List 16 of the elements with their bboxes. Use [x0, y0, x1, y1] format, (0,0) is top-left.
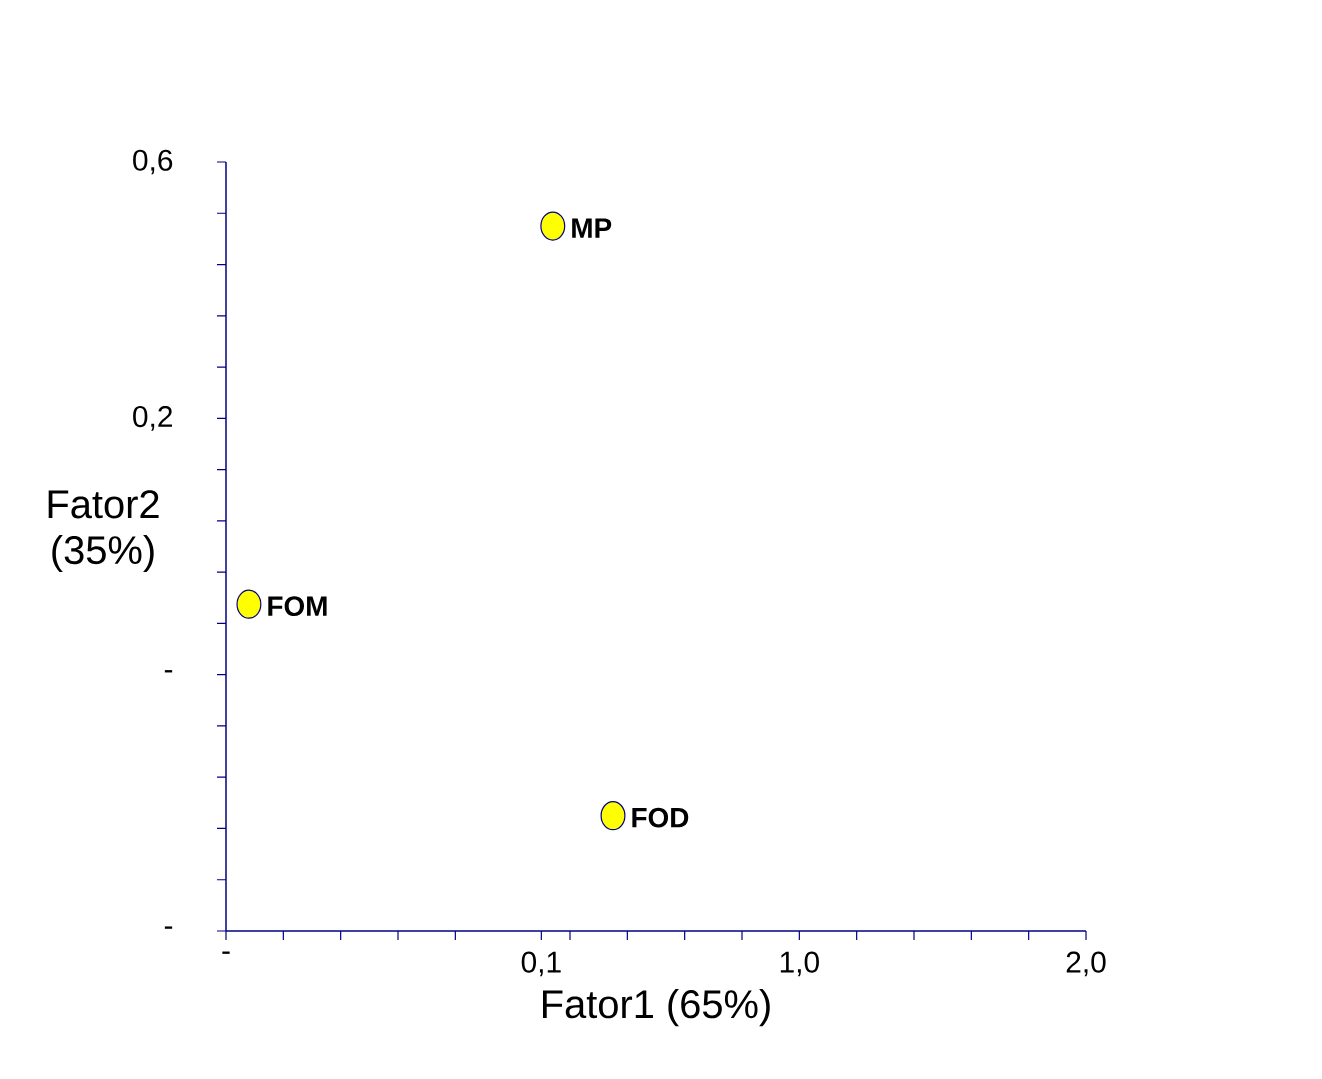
x-tick-label: - — [222, 951, 230, 954]
y-tick-label: - — [164, 926, 173, 929]
x-axis-title: Fator1 (65%) — [543, 989, 770, 1027]
annotation: FOD — [632, 807, 689, 828]
y-axis-title: Fator2 (35%) — [48, 490, 159, 573]
point — [236, 589, 262, 619]
x-tick-label: 1,0 — [780, 951, 819, 977]
annotation: MP — [572, 218, 612, 238]
x-tick-label: 2,0 — [1066, 951, 1106, 977]
x-tick-label: 0,1 — [521, 951, 561, 977]
y-tick-label: 0,2 — [133, 405, 172, 431]
point — [540, 211, 566, 241]
y-tick-label: 0,6 — [133, 149, 173, 175]
y-tick-label: - — [164, 670, 173, 673]
annotation: FOM — [268, 596, 327, 617]
point — [600, 801, 626, 831]
